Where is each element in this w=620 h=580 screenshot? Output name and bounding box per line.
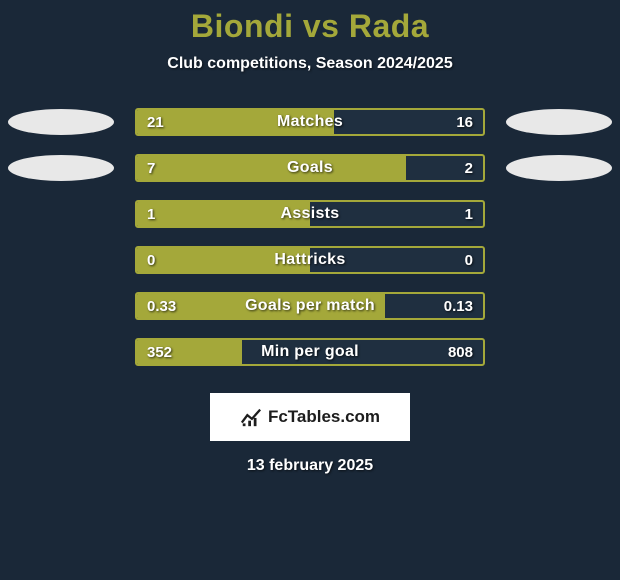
stat-bar-fill — [137, 202, 310, 226]
stat-value-right: 2 — [465, 156, 473, 180]
stat-value-right: 1 — [465, 202, 473, 226]
stat-bar: 00Hattricks — [135, 246, 485, 274]
page-title: Biondi vs Rada — [0, 8, 620, 45]
stat-value-right: 0.13 — [444, 294, 473, 318]
stat-row: 72Goals — [0, 145, 620, 191]
comparison-widget: Biondi vs Rada Club competitions, Season… — [0, 0, 620, 580]
stat-bar-fill — [137, 156, 406, 180]
stat-bar-fill — [137, 340, 242, 364]
stat-row: 00Hattricks — [0, 237, 620, 283]
stat-bar-fill — [137, 294, 385, 318]
stat-value-right: 16 — [456, 110, 473, 134]
player-badge-right — [506, 155, 612, 181]
chart-date: 13 february 2025 — [0, 457, 620, 475]
logo-text: FcTables.com — [268, 407, 380, 427]
stat-row: 2116Matches — [0, 99, 620, 145]
stat-bar-fill — [137, 110, 334, 134]
stat-value-right: 0 — [465, 248, 473, 272]
stat-row: 0.330.13Goals per match — [0, 283, 620, 329]
stat-bar-fill — [137, 248, 310, 272]
stat-bar: 352808Min per goal — [135, 338, 485, 366]
player-badge-right — [506, 109, 612, 135]
stat-row: 11Assists — [0, 191, 620, 237]
stat-value-right: 808 — [448, 340, 473, 364]
stat-bar: 0.330.13Goals per match — [135, 292, 485, 320]
subtitle: Club competitions, Season 2024/2025 — [0, 55, 620, 73]
chart-area: 2116Matches 72Goals 11Assists 00Hattricks 0.… — [0, 99, 620, 375]
stat-bar: 72Goals — [135, 154, 485, 182]
logo-box[interactable]: FcTables.com — [210, 393, 410, 441]
player-badge-left — [8, 155, 114, 181]
stat-bar: 11Assists — [135, 200, 485, 228]
stat-row: 352808Min per goal — [0, 329, 620, 375]
stat-bar: 2116Matches — [135, 108, 485, 136]
player-badge-left — [8, 109, 114, 135]
chart-icon — [240, 406, 262, 428]
